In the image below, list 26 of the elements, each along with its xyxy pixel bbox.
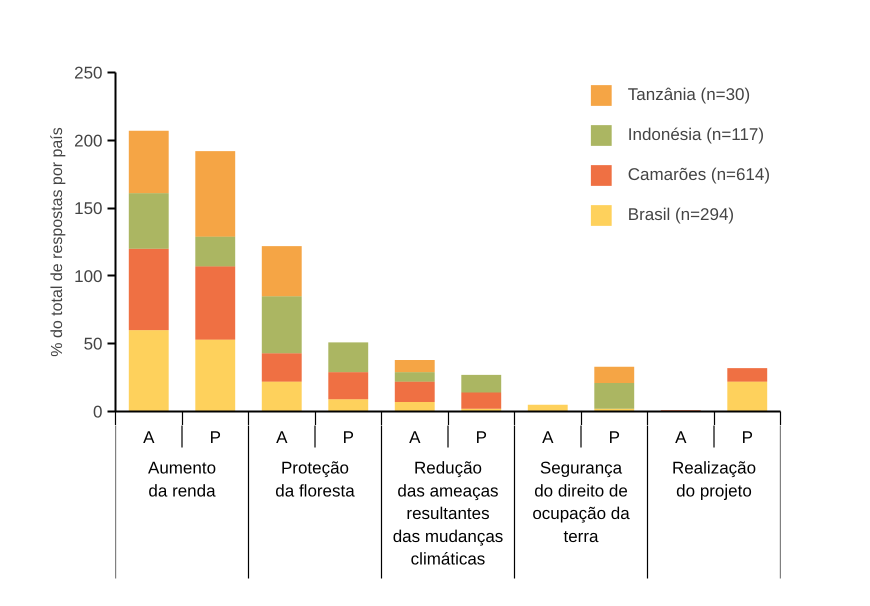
y-axis-title: % do total de respostas por país xyxy=(49,127,66,357)
x-tick-label: P xyxy=(210,428,221,447)
text: Aumento da renda xyxy=(148,458,216,500)
text: Segurança do direito de ocupação da terra xyxy=(532,458,630,546)
y-tick-label: 100 xyxy=(74,266,103,286)
legend-label: Tanzânia (n=30) xyxy=(628,85,750,105)
x-tick-label: P xyxy=(608,428,620,447)
x-tick-label: A xyxy=(409,428,422,447)
legend-label: Camarões (n=614) xyxy=(628,165,770,185)
y-tick-label: 0 xyxy=(93,402,103,422)
x-tick-label: P xyxy=(476,428,487,447)
y-tick-label: 150 xyxy=(74,199,103,218)
legend-label: Indonésia (n=117) xyxy=(628,125,764,145)
text: Realização do projeto xyxy=(672,458,756,500)
text: Proteção da floresta xyxy=(275,458,356,500)
x-tick-label: A xyxy=(675,428,688,447)
x-tick-label: A xyxy=(276,428,288,447)
y-tick-label: 50 xyxy=(84,334,103,354)
x-tick-label: P xyxy=(742,428,753,447)
legend-label: Brasil (n=294) xyxy=(628,205,734,225)
text: Redução das ameaças resultantes das mudanças climáticas xyxy=(392,458,504,569)
x-tick-label: A xyxy=(143,428,156,447)
y-tick-label: 200 xyxy=(74,131,103,150)
y-tick-label: 250 xyxy=(74,64,103,82)
x-tick-label: A xyxy=(542,428,554,447)
x-tick-label: P xyxy=(342,428,354,447)
